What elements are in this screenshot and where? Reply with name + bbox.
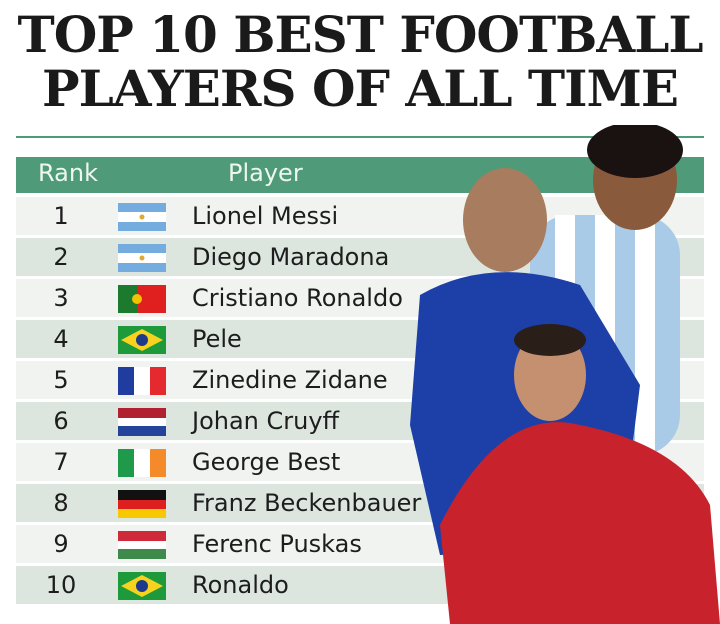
player-name: Franz Beckenbauer bbox=[192, 489, 422, 517]
zidane-head bbox=[463, 168, 547, 272]
argentina-flag-icon bbox=[118, 203, 166, 231]
table-header: Rank Player bbox=[16, 157, 704, 193]
brazil-flag-icon bbox=[118, 572, 166, 600]
player-name: Pele bbox=[192, 325, 242, 353]
rank-cell: 8 bbox=[53, 489, 69, 517]
brazil-flag-icon bbox=[118, 326, 166, 354]
player-name: Lionel Messi bbox=[192, 202, 339, 230]
netherlands-flag-icon bbox=[118, 408, 166, 436]
portugal-flag-icon bbox=[118, 285, 166, 313]
player-name: Diego Maradona bbox=[192, 243, 390, 271]
ronaldo-shirt bbox=[440, 422, 720, 624]
germany-flag-icon bbox=[118, 490, 166, 518]
page-title: TOP 10 BEST FOOTBALL PLAYERS OF ALL TIME bbox=[0, 8, 720, 116]
ireland-flag-icon bbox=[118, 449, 166, 477]
france-flag-icon bbox=[118, 367, 166, 395]
argentina-flag-icon bbox=[118, 244, 166, 272]
player-name: George Best bbox=[192, 448, 341, 476]
player-header: Player bbox=[228, 159, 303, 187]
players-photo bbox=[410, 125, 720, 624]
player-name: Ferenc Puskas bbox=[192, 530, 362, 558]
player-name: Ronaldo bbox=[192, 571, 289, 599]
divider bbox=[16, 136, 704, 138]
title-line-2: PLAYERS OF ALL TIME bbox=[42, 59, 679, 118]
player-name: Cristiano Ronaldo bbox=[192, 284, 403, 312]
rank-cell: 6 bbox=[53, 407, 69, 435]
rank-cell: 1 bbox=[53, 202, 69, 230]
rank-cell: 9 bbox=[53, 530, 69, 558]
rank-header: Rank bbox=[38, 159, 98, 187]
rank-cell: 2 bbox=[53, 243, 69, 271]
rank-cell: 4 bbox=[53, 325, 69, 353]
rank-cell: 10 bbox=[45, 571, 77, 599]
rank-cell: 3 bbox=[53, 284, 69, 312]
title-line-1: TOP 10 BEST FOOTBALL bbox=[17, 5, 703, 64]
player-name: Johan Cruyff bbox=[192, 407, 340, 435]
rank-cell: 5 bbox=[53, 366, 69, 394]
rank-cell: 7 bbox=[53, 448, 69, 476]
hungary-flag-icon bbox=[118, 531, 166, 559]
player-name: Zinedine Zidane bbox=[192, 366, 388, 394]
